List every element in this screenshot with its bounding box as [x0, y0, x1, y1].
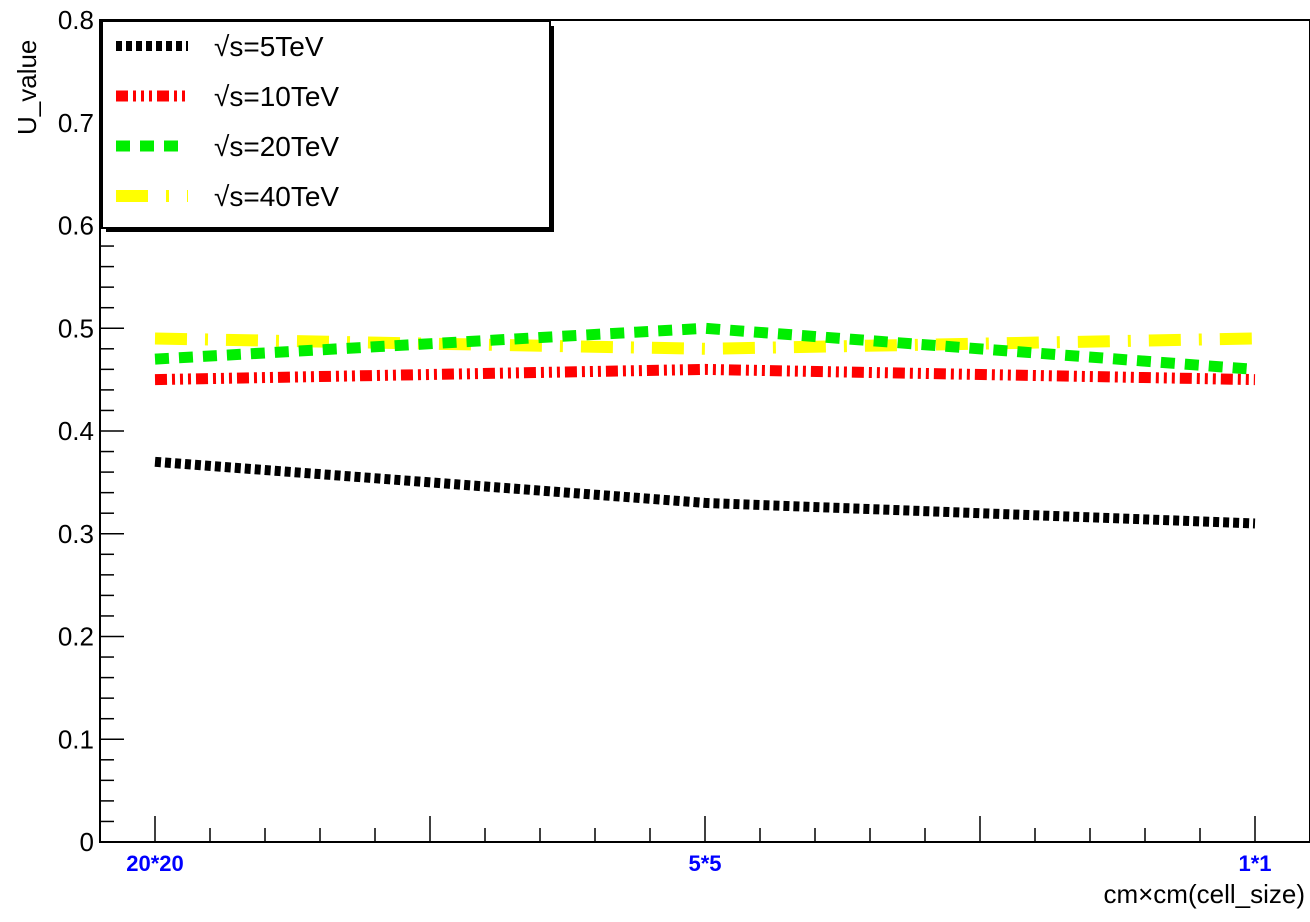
series-lines — [154, 322, 1256, 529]
legend: √s=5TeV √s=10TeV √s=20TeV √s=40TeV — [101, 20, 554, 232]
y-tick-label: 0 — [80, 827, 94, 857]
legend-box — [101, 20, 551, 229]
y-tick-label: 0.8 — [58, 5, 94, 35]
x-tick-label: 5*5 — [688, 851, 721, 876]
y-tick-label: 0.4 — [58, 416, 94, 446]
legend-label: √s=20TeV — [214, 131, 339, 162]
legend-label: √s=40TeV — [214, 181, 339, 212]
y-tick-label: 0.2 — [58, 622, 94, 652]
series-line — [154, 456, 1256, 529]
y-tick-label: 0.1 — [58, 724, 94, 754]
y-tick-label: 0.6 — [58, 211, 94, 241]
legend-label: √s=10TeV — [214, 81, 339, 112]
x-axis: 20*20 5*5 1*1 — [126, 816, 1272, 876]
x-axis-title: cm×cm(cell_size) — [1103, 879, 1305, 909]
y-tick-label: 0.3 — [58, 519, 94, 549]
series-line — [154, 322, 1256, 375]
x-tick-label: 1*1 — [1238, 851, 1271, 876]
y-tick-label: 0.5 — [58, 313, 94, 343]
series-line — [154, 363, 1256, 386]
x-tick-label: 20*20 — [126, 851, 184, 876]
y-tick-label: 0.7 — [58, 108, 94, 138]
y-axis: 0 0.1 0.2 0.3 0.4 0.5 0.6 0.7 0.8 — [58, 5, 124, 857]
y-axis-title: U_value — [12, 40, 42, 135]
legend-label: √s=5TeV — [214, 31, 324, 62]
